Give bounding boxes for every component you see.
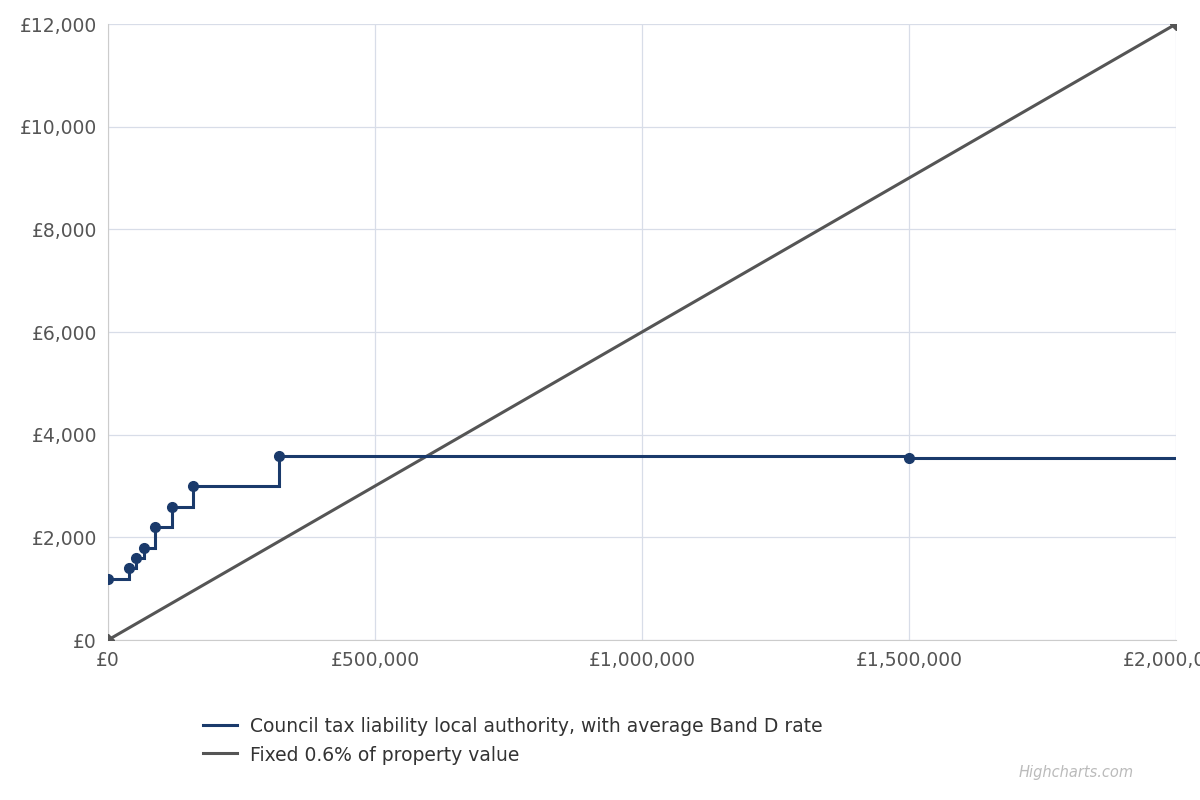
Line: Council tax liability local authority, with average Band D rate: Council tax liability local authority, w… [108, 456, 1176, 578]
Council tax liability local authority, with average Band D rate [122, 563, 137, 573]
Council tax liability local authority, with average Band D rate [122, 563, 137, 573]
Council tax liability local authority, with average Band D rate [271, 482, 286, 491]
Text: Highcharts.com: Highcharts.com [1019, 765, 1134, 780]
Council tax liability local authority, with average Band D rate [122, 574, 137, 583]
Council tax liability local authority, with average Band D rate [128, 554, 143, 563]
Council tax liability local authority, with average Band D rate [271, 451, 286, 461]
Council tax liability local authority, with average Band D rate [271, 451, 286, 461]
Council tax liability local authority, with average Band D rate [128, 563, 143, 573]
Council tax liability local authority, with average Band D rate [1169, 454, 1183, 463]
Council tax liability local authority, with average Band D rate [164, 502, 179, 512]
Council tax liability local authority, with average Band D rate [164, 522, 179, 532]
Council tax liability local authority, with average Band D rate [164, 502, 179, 512]
Council tax liability local authority, with average Band D rate [186, 482, 200, 491]
Council tax liability local authority, with average Band D rate [148, 522, 162, 532]
Council tax liability local authority, with average Band D rate [101, 574, 115, 583]
Council tax liability local authority, with average Band D rate [186, 502, 200, 512]
Council tax liability local authority, with average Band D rate [137, 554, 151, 563]
Council tax liability local authority, with average Band D rate [148, 522, 162, 532]
Council tax liability local authority, with average Band D rate [148, 543, 162, 553]
Council tax liability local authority, with average Band D rate [186, 482, 200, 491]
Council tax liability local authority, with average Band D rate [137, 543, 151, 553]
Council tax liability local authority, with average Band D rate [137, 543, 151, 553]
Council tax liability local authority, with average Band D rate [902, 454, 917, 463]
Council tax liability local authority, with average Band D rate [902, 454, 917, 463]
Legend: Council tax liability local authority, with average Band D rate, Fixed 0.6% of p: Council tax liability local authority, w… [203, 717, 822, 765]
Council tax liability local authority, with average Band D rate [128, 554, 143, 563]
Council tax liability local authority, with average Band D rate [902, 451, 917, 461]
